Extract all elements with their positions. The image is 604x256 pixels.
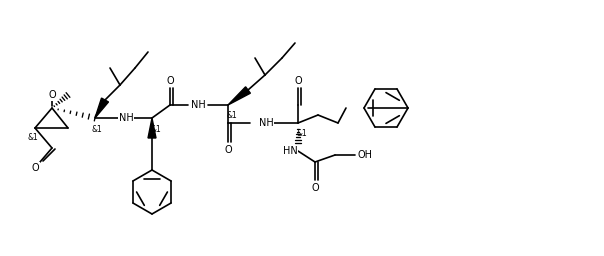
Text: O: O bbox=[224, 145, 232, 155]
Text: &1: &1 bbox=[92, 124, 102, 133]
Text: OH: OH bbox=[358, 150, 373, 160]
Text: HN: HN bbox=[283, 146, 297, 156]
Text: &1: &1 bbox=[28, 133, 39, 143]
Text: NH: NH bbox=[191, 100, 205, 110]
Polygon shape bbox=[148, 118, 156, 138]
Polygon shape bbox=[95, 98, 109, 118]
Text: O: O bbox=[48, 90, 56, 100]
Text: O: O bbox=[31, 163, 39, 173]
Text: &1: &1 bbox=[150, 124, 161, 133]
Text: NH: NH bbox=[118, 113, 133, 123]
Text: &1: &1 bbox=[226, 112, 237, 121]
Text: &1: &1 bbox=[297, 130, 307, 138]
Polygon shape bbox=[228, 87, 251, 105]
Text: NH: NH bbox=[259, 118, 274, 128]
Text: O: O bbox=[294, 76, 302, 86]
Text: O: O bbox=[311, 183, 319, 193]
Text: O: O bbox=[166, 76, 174, 86]
